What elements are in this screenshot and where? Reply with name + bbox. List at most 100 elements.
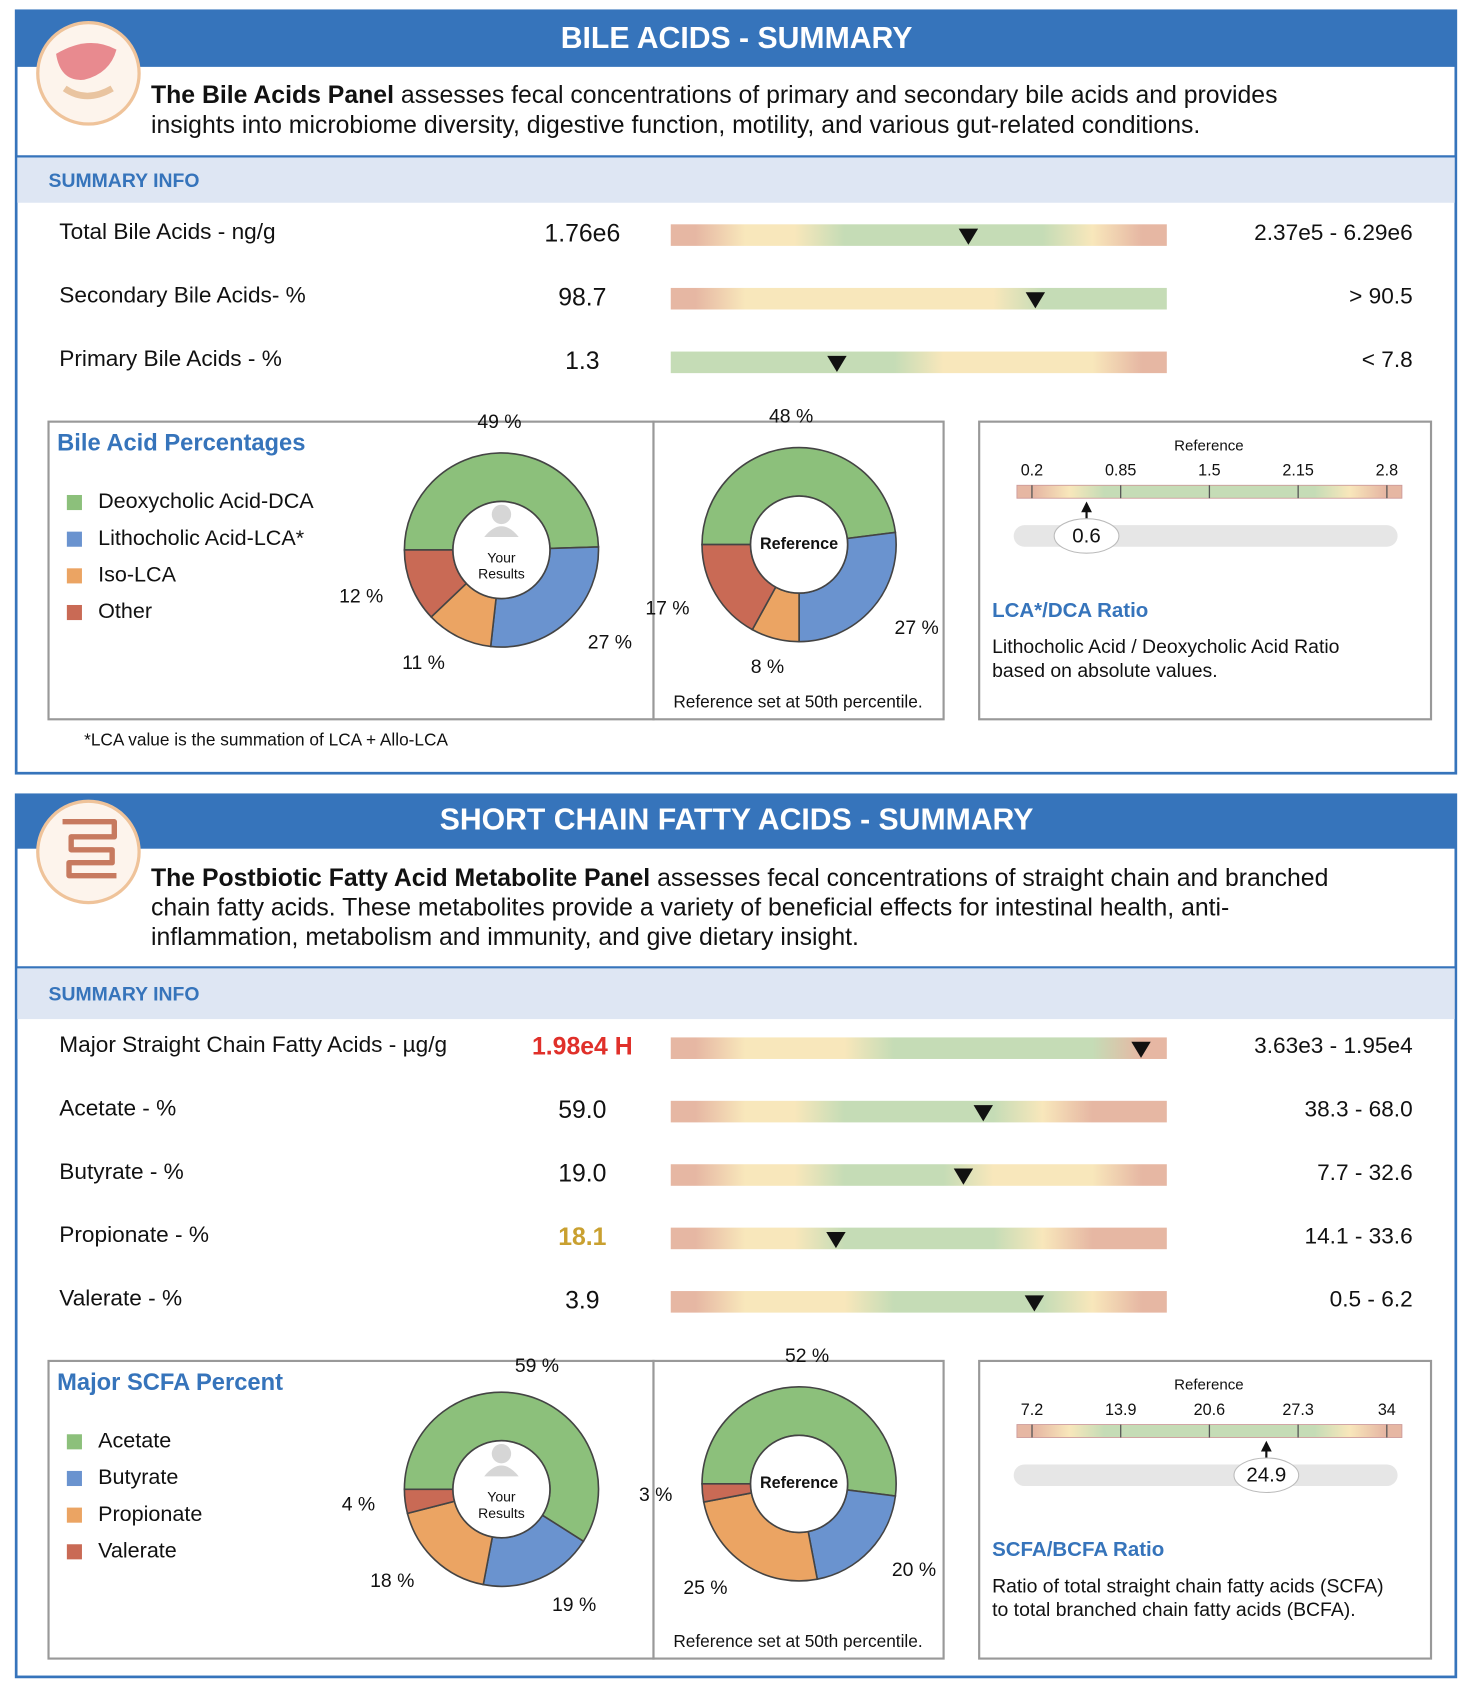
reference-note: Reference set at 50th percentile. (673, 692, 922, 712)
gauge-bar (670, 351, 1167, 374)
intro-text: assesses fecal concentrations of straigh… (657, 864, 1328, 891)
slice-label: 27 % (588, 632, 632, 654)
ratio-axis-title: Reference (1174, 1377, 1244, 1394)
row-value: 59.0 (558, 1097, 606, 1124)
row-value: 18.1 (558, 1224, 606, 1251)
row-value: 3.9 (565, 1287, 599, 1314)
intro-line: insights into microbiome diversity, dige… (151, 112, 1200, 139)
legend-label: Deoxycholic Acid-DCA (98, 488, 314, 513)
gauge-bar (670, 1100, 1167, 1123)
center-label: Results (478, 565, 525, 581)
legend-swatch (66, 604, 82, 621)
ratio-tick-label: 7.2 (1021, 1401, 1043, 1419)
row-range: 2.37e5 - 6.29e6 (1254, 220, 1413, 245)
ratio-arrowhead (1081, 501, 1092, 513)
section-header (16, 794, 1456, 849)
row-name: Propionate - % (59, 1222, 209, 1247)
slice-label: 25 % (683, 1577, 727, 1599)
intro-text: inflammation, metabolism and immunity, a… (151, 924, 859, 951)
ratio-title: SCFA/BCFA Ratio (992, 1538, 1164, 1561)
ratio-tick-label: 1.5 (1198, 462, 1220, 480)
gauge-marker (826, 1231, 846, 1249)
legend-label: Propionate (98, 1501, 202, 1526)
ratio-tick-label: 34 (1378, 1401, 1396, 1419)
gauge-marker (1024, 1295, 1045, 1312)
gauge-bar (670, 224, 1167, 246)
row-name: Major Straight Chain Fatty Acids - µg/g (59, 1032, 447, 1057)
row-name: Total Bile Acids - ng/g (59, 219, 275, 244)
donut-hole (452, 500, 551, 600)
ratio-bubble (1233, 1457, 1300, 1494)
row-name: Valerate - % (59, 1286, 182, 1311)
section-title: BILE ACIDS - SUMMARY (561, 22, 913, 55)
ratio-tick-label: 0.2 (1021, 462, 1043, 480)
gauge-marker (973, 1105, 993, 1122)
ratio-description: Lithocholic Acid / Deoxycholic Acid Rati… (992, 636, 1339, 658)
intro-line: inflammation, metabolism and immunity, a… (151, 924, 859, 951)
donut-hole (749, 495, 849, 594)
row-range: 0.5 - 6.2 (1330, 1287, 1413, 1312)
ratio-bubble (1053, 518, 1120, 554)
legend-label: Iso-LCA (98, 562, 176, 587)
slice-label: 20 % (892, 1559, 936, 1581)
ratio-arrowhead (1260, 1440, 1272, 1452)
section-header (16, 10, 1456, 67)
reference-note: Reference set at 50th percentile. (673, 1631, 922, 1651)
panel (978, 420, 1433, 721)
row-range: 14.1 - 33.6 (1305, 1223, 1413, 1248)
legend-label: Valerate (98, 1537, 177, 1562)
intro-text: assesses fecal concentrations of primary… (401, 82, 1278, 109)
donut-hole (749, 1434, 849, 1534)
slice-label: 49 % (477, 411, 521, 433)
row-name: Acetate - % (59, 1095, 176, 1120)
panel (978, 1359, 1433, 1660)
legend-swatch (66, 1544, 82, 1560)
slice-label: 59 % (515, 1355, 559, 1377)
summary-label: SUMMARY INFO (49, 170, 200, 192)
slice-label: 19 % (552, 1594, 596, 1616)
slice-label: 3 % (639, 1484, 672, 1506)
legend-label: Acetate (98, 1427, 171, 1452)
gauge-marker (1131, 1041, 1151, 1058)
gauge-marker (958, 228, 979, 245)
intro-text: chain fatty acids. These metabolites pro… (151, 894, 1229, 921)
ratio-tick-label: 0.85 (1105, 462, 1136, 480)
footnote: *LCA value is the summation of LCA + All… (84, 729, 448, 749)
ratio-tick-label: 13.9 (1105, 1401, 1136, 1419)
ratio-description: based on absolute values. (992, 660, 1218, 682)
ratio-tick-label: 2.8 (1376, 462, 1398, 480)
legend-label: Lithocholic Acid-LCA* (98, 525, 305, 550)
icon-liver (56, 43, 117, 80)
intro-bold: The Bile Acids Panel (151, 82, 394, 109)
summary-band (17, 967, 1455, 1020)
center-label: Reference (760, 535, 838, 553)
intro-line: The Postbiotic Fatty Acid Metabolite Pan… (151, 864, 1328, 891)
ratio-title: LCA*/DCA Ratio (992, 599, 1148, 622)
gauge-bar (670, 1227, 1167, 1250)
legend-swatch (66, 494, 82, 511)
summary-band (17, 156, 1455, 203)
gauge-bar (670, 1037, 1167, 1059)
row-range: < 7.8 (1362, 347, 1413, 372)
legend-swatch (66, 1507, 82, 1523)
section-title: SHORT CHAIN FATTY ACIDS - SUMMARY (440, 804, 1034, 837)
ratio-description: to total branched chain fatty acids (BCF… (992, 1599, 1356, 1621)
ratio-axis-title: Reference (1174, 437, 1244, 454)
slice-label: 18 % (370, 1570, 414, 1592)
person-head (491, 504, 512, 525)
intro-line: The Bile Acids Panel assesses fecal conc… (151, 82, 1278, 109)
center-label: Your (487, 549, 516, 565)
row-name: Primary Bile Acids - % (59, 346, 282, 371)
slice-label: 11 % (402, 652, 445, 674)
legend-swatch (66, 1434, 82, 1450)
gauge-bar (670, 287, 1167, 310)
intro-text: insights into microbiome diversity, dige… (151, 112, 1200, 139)
row-value: 1.76e6 (544, 221, 620, 248)
intro-bold: The Postbiotic Fatty Acid Metabolite Pan… (151, 864, 650, 891)
slice-label: 48 % (769, 406, 813, 428)
row-value: 1.3 (565, 348, 599, 375)
center-label: Your (487, 1489, 516, 1505)
gauge-bar (670, 1291, 1167, 1313)
